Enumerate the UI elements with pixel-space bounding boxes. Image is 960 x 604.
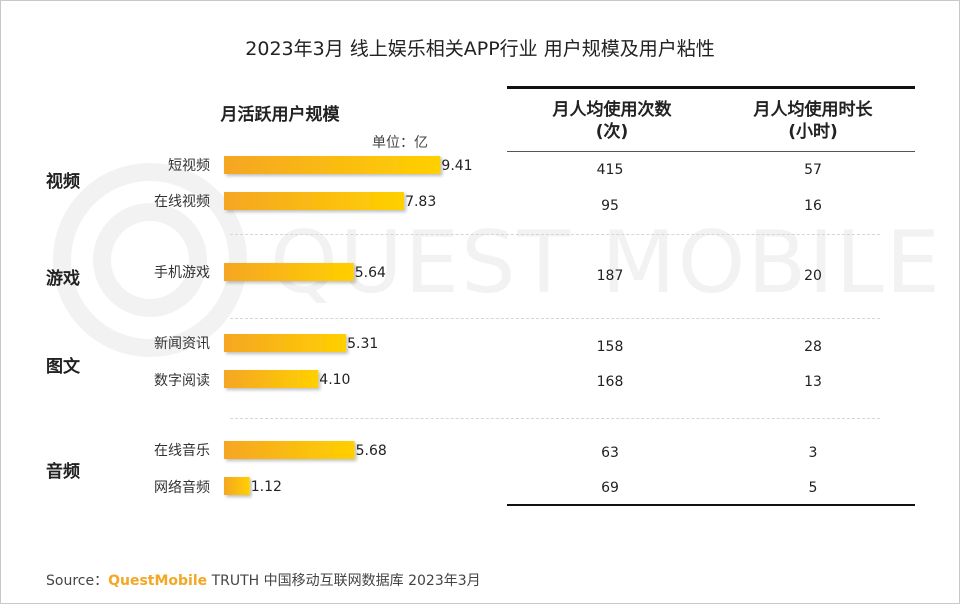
category-label: 短视频 (168, 158, 210, 174)
bar-value-label: 9.41 (441, 158, 472, 174)
sessions-cell: 415 (596, 162, 624, 178)
category-label: 新闻资讯 (154, 336, 210, 352)
hours-cell: 57 (804, 162, 822, 178)
bar-5 (224, 370, 319, 388)
group-label-audio: 音频 (46, 462, 80, 482)
hours-cell: 16 (804, 198, 822, 214)
duration-header-line1: 月人均使用时长 (753, 100, 873, 120)
mau-section-header: 月活跃用户规模 (220, 105, 340, 125)
hours-cell: 20 (804, 268, 822, 284)
sessions-cell: 187 (596, 268, 624, 284)
table-bottom-rule (507, 504, 915, 506)
table-top-rule (507, 86, 915, 89)
category-label: 在线音乐 (154, 443, 210, 459)
bar-value-label: 4.10 (319, 372, 350, 388)
watermark-text: QUEST MOBILE (270, 213, 940, 313)
sessions-cell: 95 (601, 198, 619, 214)
watermark-logo-inner (93, 203, 207, 317)
source-brand: QuestMobile (108, 573, 208, 589)
bar-value-label: 5.31 (347, 336, 378, 352)
sessions-cell: 69 (601, 480, 619, 496)
category-label: 手机游戏 (154, 265, 210, 281)
group-divider (230, 318, 880, 319)
group-label-video: 视频 (46, 172, 80, 192)
watermark-logo-outer (53, 163, 247, 357)
source-text: TRUTH 中国移动互联网数据库 2023年3月 (207, 573, 481, 589)
bar-6 (224, 441, 355, 459)
unit-label: 单位：亿 (372, 135, 428, 151)
source-prefix: Source： (46, 573, 109, 589)
category-label: 在线视频 (154, 194, 210, 210)
category-label: 网络音频 (154, 480, 210, 496)
bar-value-label: 5.64 (355, 265, 386, 281)
sessions-header-line2: (次) (595, 122, 629, 142)
hours-cell: 13 (804, 374, 822, 390)
group-divider (230, 418, 880, 419)
category-label: 数字阅读 (154, 373, 210, 389)
bar-value-label: 1.12 (251, 479, 282, 495)
bar-1 (224, 156, 441, 174)
duration-header: 月人均使用时长 (小时) (713, 99, 913, 143)
sessions-header: 月人均使用次数 (次) (512, 99, 712, 143)
group-label-game: 游戏 (46, 269, 80, 289)
bar-7 (224, 477, 250, 495)
sessions-cell: 63 (601, 445, 619, 461)
sessions-cell: 168 (596, 374, 624, 390)
bar-value-label: 5.68 (356, 443, 387, 459)
sessions-header-line1: 月人均使用次数 (552, 100, 672, 120)
watermark: QUEST MOBILE (53, 163, 940, 357)
table-header-rule (507, 151, 915, 152)
group-divider (230, 234, 880, 235)
hours-cell: 3 (808, 445, 818, 461)
bar-3 (224, 263, 354, 281)
bar-4 (224, 334, 347, 352)
bar-2 (224, 192, 405, 210)
bar-value-label: 7.83 (405, 194, 436, 210)
sessions-cell: 158 (596, 339, 624, 355)
duration-header-line2: (小时) (788, 122, 838, 142)
hours-cell: 5 (808, 480, 818, 496)
chart-title: 2023年3月 线上娱乐相关APP行业 用户规模及用户粘性 (245, 38, 715, 60)
source-line: Source：QuestMobile TRUTH 中国移动互联网数据库 2023… (46, 570, 481, 590)
group-label-text: 图文 (46, 357, 80, 377)
hours-cell: 28 (804, 339, 822, 355)
